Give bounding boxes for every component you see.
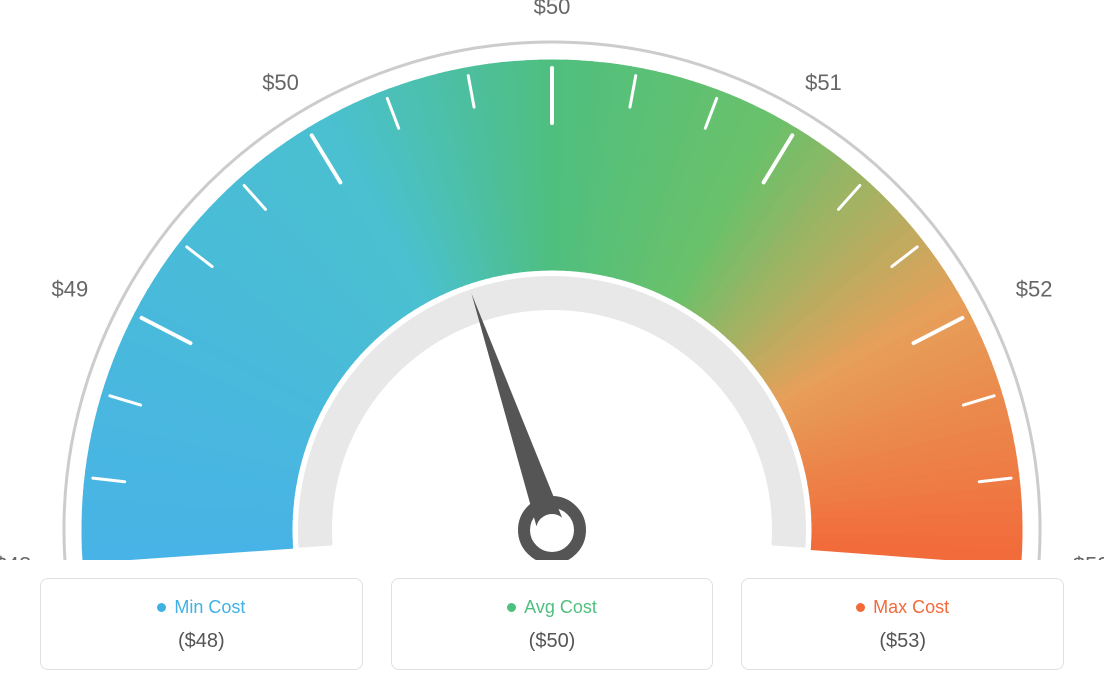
legend-avg-label: Avg Cost: [524, 597, 597, 618]
gauge-tick-label: $48: [0, 552, 31, 560]
legend-min-label-row: Min Cost: [51, 597, 352, 618]
gauge-chart: $48 $49 $50 $50 $51 $52 $53: [0, 0, 1104, 560]
legend-card-avg: Avg Cost ($50): [391, 578, 714, 670]
gauge-area: $48 $49 $50 $50 $51 $52 $53: [0, 0, 1104, 560]
legend-max-value: ($53): [752, 630, 1053, 653]
legend-card-max: Max Cost ($53): [741, 578, 1064, 670]
chart-container: $48 $49 $50 $50 $51 $52 $53 Min Cost ($48) Avg…: [0, 0, 1104, 690]
gauge-tick-label: $49: [52, 276, 89, 301]
legend-card-min: Min Cost ($48): [40, 578, 363, 670]
gauge-tick-label: $50: [534, 0, 571, 19]
gauge-tick-label: $50: [262, 70, 299, 95]
legend-min-label: Min Cost: [174, 597, 245, 618]
legend-max-dot: [856, 603, 865, 612]
gauge-tick-label: $53: [1073, 552, 1104, 560]
legend-avg-dot: [507, 603, 516, 612]
legend-min-value: ($48): [51, 630, 352, 653]
legend-avg-value: ($50): [402, 630, 703, 653]
gauge-tick-label: $52: [1016, 276, 1053, 301]
legend-max-label: Max Cost: [873, 597, 949, 618]
legend-max-label-row: Max Cost: [752, 597, 1053, 618]
legend-avg-label-row: Avg Cost: [402, 597, 703, 618]
legend-row: Min Cost ($48) Avg Cost ($50) Max Cost (…: [0, 578, 1104, 670]
gauge-tick-label: $51: [805, 70, 842, 95]
legend-min-dot: [157, 603, 166, 612]
